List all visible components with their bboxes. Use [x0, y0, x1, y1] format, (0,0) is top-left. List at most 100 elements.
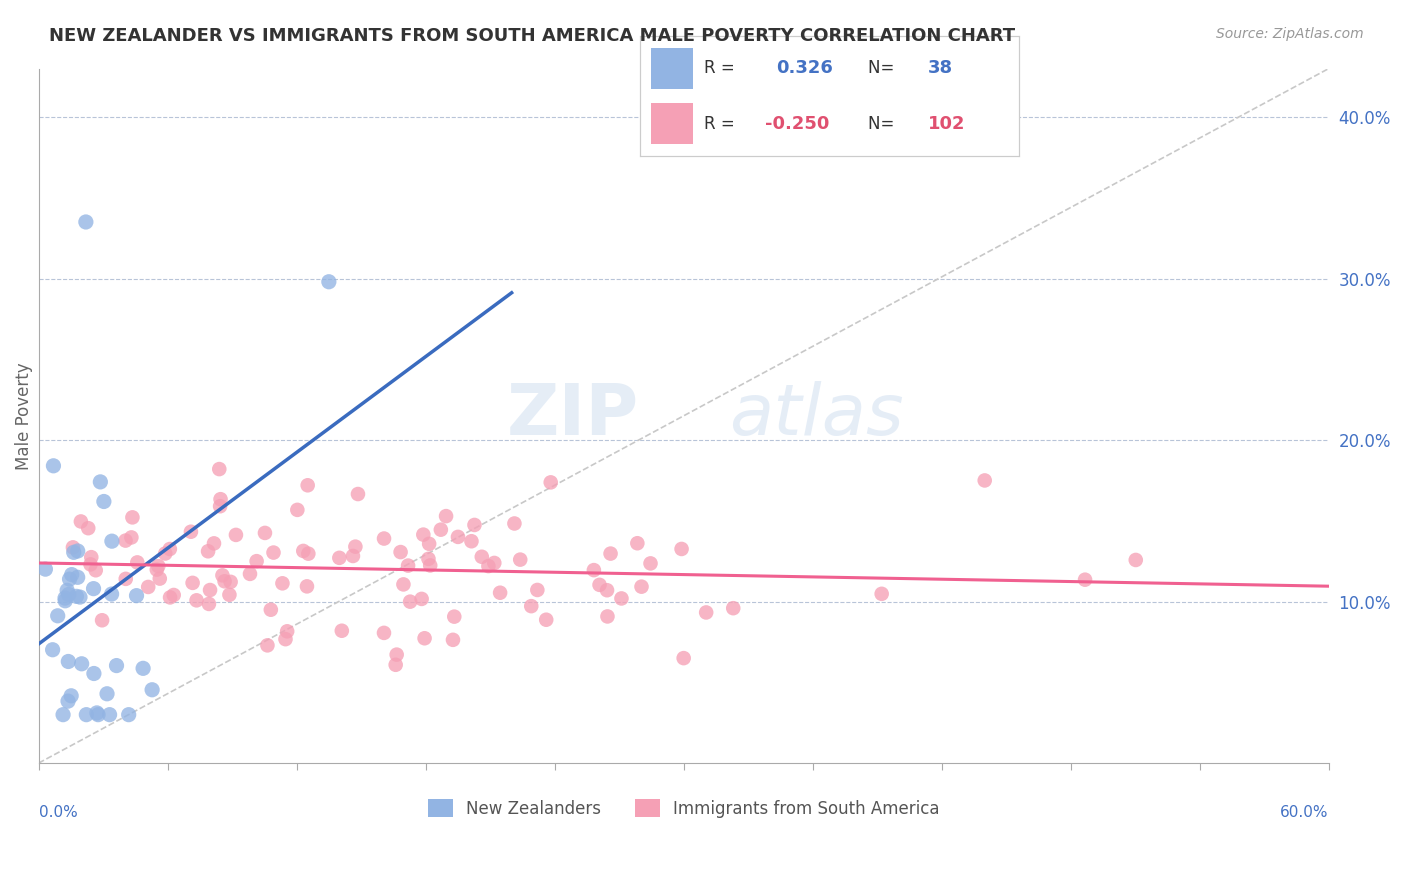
Point	[389, 545, 412, 559]
Text: Source: ZipAtlas.com: Source: ZipAtlas.com	[1216, 27, 1364, 41]
Point	[87, 707, 110, 722]
Point	[295, 579, 318, 593]
Point	[285, 503, 308, 517]
Point	[274, 632, 297, 647]
Text: 38: 38	[928, 59, 953, 78]
Point	[239, 566, 262, 581]
Point	[695, 606, 717, 620]
Point	[121, 510, 143, 524]
Point	[209, 500, 232, 514]
Point	[211, 568, 233, 582]
Point	[419, 558, 441, 573]
Point	[540, 475, 562, 490]
Point	[489, 585, 512, 599]
Point	[1074, 573, 1097, 587]
Point	[41, 642, 63, 657]
Point	[149, 572, 172, 586]
Point	[56, 583, 79, 598]
Point	[672, 651, 695, 665]
Point	[79, 558, 101, 572]
Point	[186, 593, 208, 607]
Point	[471, 549, 494, 564]
Point	[671, 541, 693, 556]
Point	[52, 707, 75, 722]
Point	[75, 215, 97, 229]
Point	[136, 580, 159, 594]
Point	[114, 572, 136, 586]
Point	[484, 556, 506, 570]
Point	[418, 551, 440, 566]
Point	[80, 550, 103, 565]
Point	[86, 706, 108, 720]
Point	[83, 582, 105, 596]
Text: atlas: atlas	[728, 381, 904, 450]
Text: -0.250: -0.250	[765, 114, 830, 133]
Point	[56, 694, 79, 708]
Point	[412, 527, 434, 541]
Point	[93, 494, 115, 508]
Point	[477, 559, 499, 574]
Point	[98, 707, 121, 722]
Point	[447, 530, 470, 544]
Point	[214, 574, 236, 589]
Text: 0.326: 0.326	[776, 59, 834, 78]
Point	[526, 582, 548, 597]
Point	[328, 550, 350, 565]
Point	[330, 624, 353, 638]
Point	[101, 534, 124, 549]
Point	[34, 562, 56, 576]
Point	[276, 624, 298, 639]
Point	[118, 707, 141, 722]
Point	[65, 590, 87, 604]
Point	[84, 563, 107, 577]
Point	[42, 458, 65, 473]
Point	[411, 591, 433, 606]
Text: N=: N=	[868, 114, 898, 133]
Point	[208, 462, 231, 476]
Text: NEW ZEALANDER VS IMMIGRANTS FROM SOUTH AMERICA MALE POVERTY CORRELATION CHART: NEW ZEALANDER VS IMMIGRANTS FROM SOUTH A…	[49, 27, 1015, 45]
Point	[347, 487, 370, 501]
Point	[146, 563, 169, 577]
Point	[460, 534, 482, 549]
Point	[297, 547, 319, 561]
Point	[260, 603, 283, 617]
Point	[1125, 553, 1147, 567]
Point	[344, 540, 367, 554]
Point	[640, 557, 662, 571]
Point	[503, 516, 526, 531]
Point	[180, 524, 202, 539]
Point	[271, 576, 294, 591]
Text: R =: R =	[704, 114, 741, 133]
Point	[297, 478, 319, 492]
Point	[53, 594, 76, 608]
Text: R =: R =	[704, 59, 741, 78]
Point	[263, 545, 285, 559]
Point	[413, 632, 436, 646]
Point	[125, 589, 148, 603]
Point	[58, 655, 80, 669]
Point	[75, 707, 97, 722]
Point	[96, 687, 118, 701]
Point	[588, 578, 610, 592]
Point	[596, 583, 619, 598]
Point	[148, 559, 170, 574]
Text: N=: N=	[868, 59, 898, 78]
Legend: New Zealanders, Immigrants from South America: New Zealanders, Immigrants from South Am…	[422, 793, 946, 824]
Point	[197, 544, 219, 558]
Point	[60, 689, 83, 703]
Y-axis label: Male Poverty: Male Poverty	[15, 362, 32, 469]
Point	[292, 544, 315, 558]
Point	[70, 515, 93, 529]
Text: 102: 102	[928, 114, 966, 133]
Point	[723, 601, 745, 615]
Point	[973, 474, 995, 488]
Point	[441, 632, 464, 647]
Text: ZIP: ZIP	[506, 381, 638, 450]
Point	[209, 492, 232, 507]
Point	[58, 587, 80, 601]
Point	[434, 509, 457, 524]
Point	[610, 591, 633, 606]
Point	[83, 666, 105, 681]
Point	[384, 657, 406, 672]
Point	[520, 599, 543, 614]
